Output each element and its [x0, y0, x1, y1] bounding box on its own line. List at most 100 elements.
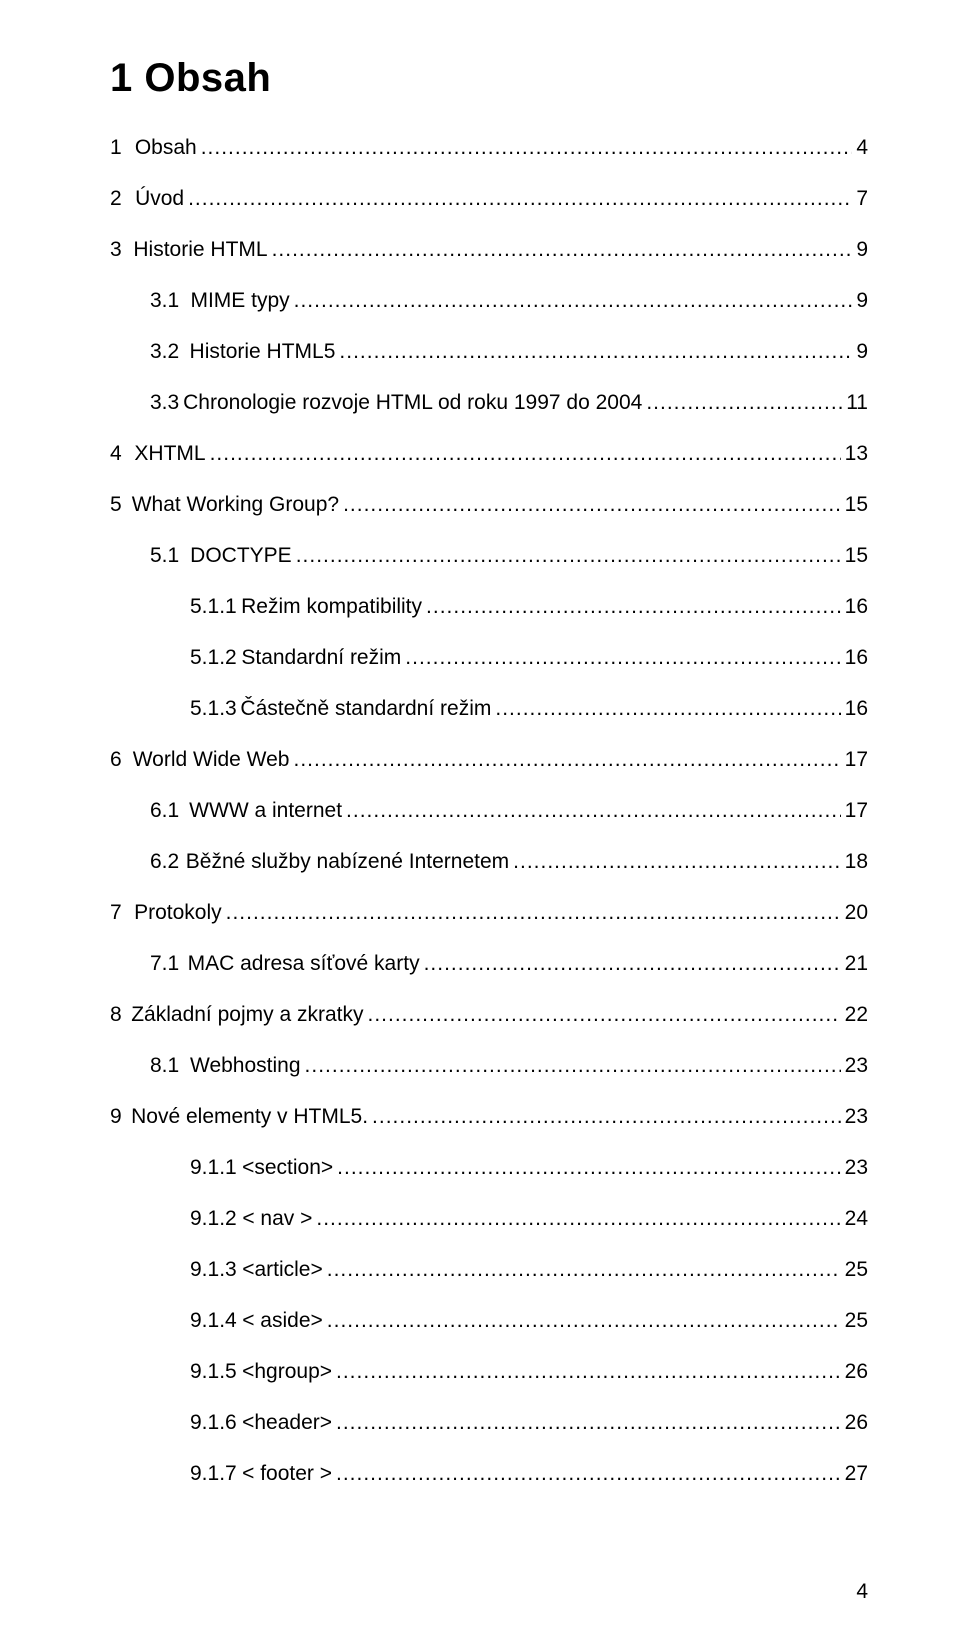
- toc-entry-label: WWW a internet: [189, 800, 342, 821]
- toc-entry-label: Webhosting: [190, 1055, 301, 1076]
- toc-entry-number: 5.1.2: [190, 647, 237, 668]
- toc-entry: 6World Wide Web 17: [110, 749, 868, 770]
- toc-entry-page: 9: [856, 341, 868, 362]
- table-of-contents: 1Obsah 42Úvod 73Historie HTML 93.1MIME t…: [110, 137, 868, 1484]
- toc-leader-dots: [337, 1157, 840, 1178]
- toc-entry: 9.1.2< nav > 24: [110, 1208, 868, 1229]
- toc-leader-dots: [294, 290, 853, 311]
- toc-entry-page: 17: [845, 749, 868, 770]
- toc-entry-label: Obsah: [135, 137, 197, 158]
- toc-entry-number: 5.1: [150, 545, 179, 566]
- toc-entry-page: 18: [845, 851, 868, 872]
- toc-entry-page: 16: [845, 698, 868, 719]
- toc-entry-page: 9: [856, 290, 868, 311]
- toc-leader-dots: [201, 137, 853, 158]
- toc-entry-number: 9.1.5: [190, 1361, 237, 1382]
- toc-entry-page: 24: [845, 1208, 868, 1229]
- toc-entry-label: Běžné služby nabízené Internetem: [186, 851, 509, 872]
- toc-entry-page: 9: [856, 239, 868, 260]
- toc-leader-dots: [327, 1259, 841, 1280]
- toc-entry-page: 25: [845, 1259, 868, 1280]
- toc-entry-label: Nové elementy v HTML5.: [131, 1106, 368, 1127]
- toc-leader-dots: [296, 545, 841, 566]
- toc-entry-number: 9.1.2: [190, 1208, 237, 1229]
- toc-entry: 5.1.2Standardní režim 16: [110, 647, 868, 668]
- toc-entry: 6.1 WWW a internet 17: [110, 800, 868, 821]
- toc-entry: 9 Nové elementy v HTML5. 23: [110, 1106, 868, 1127]
- toc-entry: 3.1 MIME typy 9: [110, 290, 868, 311]
- toc-entry-number: 6.2: [150, 851, 179, 872]
- toc-entry-page: 21: [845, 953, 868, 974]
- document-page: 1 Obsah 1Obsah 42Úvod 73Historie HTML 93…: [0, 0, 960, 1648]
- toc-entry-label: <article>: [242, 1259, 323, 1280]
- toc-entry-label: < aside>: [242, 1310, 323, 1331]
- toc-entry-label: Chronologie rozvoje HTML od roku 1997 do…: [183, 392, 642, 413]
- toc-entry-number: 9.1.3: [190, 1259, 237, 1280]
- toc-entry-page: 23: [845, 1106, 868, 1127]
- toc-entry-number: 9.1.6: [190, 1412, 237, 1433]
- toc-entry-number: 3.1: [150, 290, 179, 311]
- toc-entry-label: MIME typy: [190, 290, 289, 311]
- toc-entry: 9.1.6<header> 26: [110, 1412, 868, 1433]
- toc-entry: 3.2Historie HTML5 9: [110, 341, 868, 362]
- toc-entry-number: 9.1.4: [190, 1310, 237, 1331]
- toc-entry-label: <section>: [242, 1157, 333, 1178]
- toc-leader-dots: [367, 1004, 840, 1025]
- toc-leader-dots: [188, 188, 852, 209]
- toc-entry-label: Úvod: [135, 188, 184, 209]
- toc-entry: 9.1.1<section> 23: [110, 1157, 868, 1178]
- toc-entry-number: 5.1.3: [190, 698, 237, 719]
- toc-entry-page: 17: [845, 800, 868, 821]
- toc-leader-dots: [343, 494, 841, 515]
- toc-entry-page: 26: [845, 1361, 868, 1382]
- toc-entry: 6.2 Běžné služby nabízené Internetem 18: [110, 851, 868, 872]
- toc-entry: 8Základní pojmy a zkratky 22: [110, 1004, 868, 1025]
- toc-entry-label: Protokoly: [134, 902, 222, 923]
- toc-leader-dots: [424, 953, 841, 974]
- toc-entry: 4XHTML 13: [110, 443, 868, 464]
- toc-entry: 5.1DOCTYPE 15: [110, 545, 868, 566]
- toc-leader-dots: [226, 902, 841, 923]
- toc-entry: 9.1.5<hgroup> 26: [110, 1361, 868, 1382]
- toc-leader-dots: [293, 749, 840, 770]
- toc-leader-dots: [339, 341, 852, 362]
- toc-entry-label: World Wide Web: [133, 749, 290, 770]
- toc-entry-number: 9: [110, 1106, 122, 1127]
- toc-entry-number: 3: [110, 239, 122, 260]
- toc-entry-label: Historie HTML5: [190, 341, 336, 362]
- toc-entry-page: 25: [845, 1310, 868, 1331]
- toc-leader-dots: [426, 596, 841, 617]
- toc-entry-label: Standardní režim: [241, 647, 401, 668]
- toc-entry-page: 20: [845, 902, 868, 923]
- toc-entry: 5.1.1Režim kompatibility 16: [110, 596, 868, 617]
- toc-leader-dots: [372, 1106, 841, 1127]
- toc-entry-page: 16: [845, 647, 868, 668]
- toc-entry-number: 6.1: [150, 800, 179, 821]
- toc-entry-number: 7: [110, 902, 122, 923]
- toc-entry-label: < nav >: [242, 1208, 312, 1229]
- toc-entry-page: 22: [845, 1004, 868, 1025]
- toc-entry-label: DOCTYPE: [190, 545, 292, 566]
- page-title: 1 Obsah: [110, 56, 868, 101]
- toc-entry-page: 15: [845, 494, 868, 515]
- toc-entry: 7 Protokoly 20: [110, 902, 868, 923]
- toc-entry-page: 26: [845, 1412, 868, 1433]
- toc-entry-label: <hgroup>: [242, 1361, 332, 1382]
- toc-entry-label: Režim kompatibility: [241, 596, 422, 617]
- toc-leader-dots: [646, 392, 842, 413]
- toc-entry: 9.1.4< aside> 25: [110, 1310, 868, 1331]
- toc-entry-number: 7.1: [150, 953, 179, 974]
- toc-entry-number: 3.3: [150, 392, 179, 413]
- toc-entry: 9.1.7< footer > 27: [110, 1463, 868, 1484]
- toc-leader-dots: [272, 239, 853, 260]
- footer-page-number: 4: [856, 1580, 868, 1604]
- toc-entry-page: 11: [846, 392, 868, 413]
- toc-entry: 5.1.3Částečně standardní režim 16: [110, 698, 868, 719]
- toc-entry-number: 1: [110, 137, 122, 158]
- toc-leader-dots: [346, 800, 841, 821]
- toc-entry-number: 9.1.7: [190, 1463, 237, 1484]
- toc-entry-number: 8.1: [150, 1055, 179, 1076]
- toc-entry: 5What Working Group? 15: [110, 494, 868, 515]
- toc-entry: 7.1MAC adresa síťové karty 21: [110, 953, 868, 974]
- toc-leader-dots: [336, 1463, 841, 1484]
